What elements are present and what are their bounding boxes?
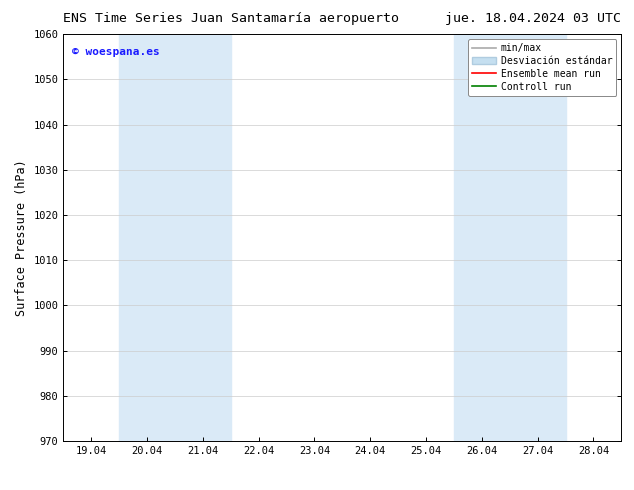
Text: © woespana.es: © woespana.es bbox=[72, 47, 160, 56]
Bar bbox=[454, 34, 566, 441]
Text: ENS Time Series Juan Santamaría aeropuerto: ENS Time Series Juan Santamaría aeropuer… bbox=[63, 12, 399, 25]
Y-axis label: Surface Pressure (hPa): Surface Pressure (hPa) bbox=[15, 159, 28, 316]
Legend: min/max, Desviación estándar, Ensemble mean run, Controll run: min/max, Desviación estándar, Ensemble m… bbox=[468, 39, 616, 96]
Text: jue. 18.04.2024 03 UTC: jue. 18.04.2024 03 UTC bbox=[445, 12, 621, 25]
Bar bbox=[119, 34, 231, 441]
